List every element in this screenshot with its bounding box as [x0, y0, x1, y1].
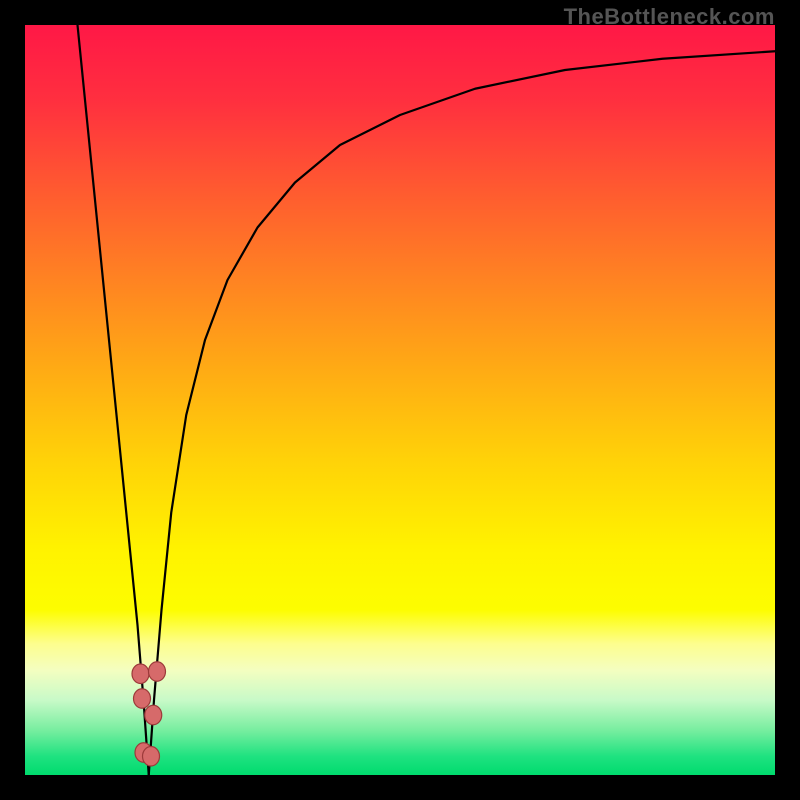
scatter-group	[132, 662, 166, 766]
curve-left-branch	[78, 25, 149, 775]
scatter-point	[149, 662, 166, 682]
scatter-point	[132, 664, 149, 684]
chart-plot-area	[25, 25, 775, 775]
chart-svg-layer	[25, 25, 775, 775]
scatter-point	[134, 689, 151, 709]
scatter-point	[143, 746, 160, 766]
watermark-text: TheBottleneck.com	[564, 4, 775, 30]
curve-right-branch	[149, 51, 775, 775]
scatter-point	[145, 705, 162, 725]
chart-outer-frame: TheBottleneck.com	[0, 0, 800, 800]
